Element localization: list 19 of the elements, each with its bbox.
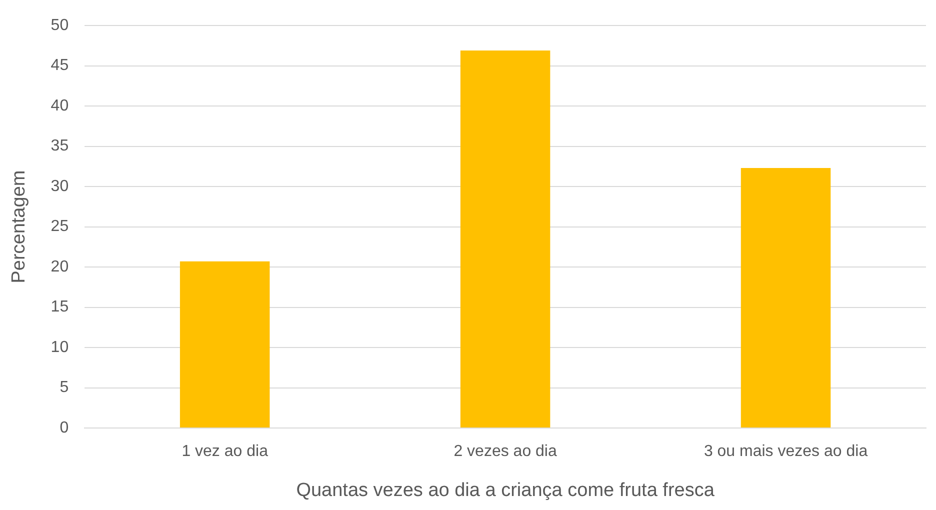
bar: [460, 50, 550, 428]
y-tick-label: 15: [50, 298, 69, 316]
bar: [180, 261, 270, 428]
y-tick-label: 5: [60, 379, 69, 396]
y-tick-label: 35: [50, 138, 69, 155]
y-axis-title: Percentagem: [8, 170, 30, 284]
y-tick-label: 20: [50, 258, 69, 276]
x-axis-title: Quantas vezes ao dia a criança come fruta fresca: [296, 480, 715, 501]
y-tick-label: 10: [50, 338, 69, 356]
x-tick-label: 1 vez ao dia: [182, 443, 268, 460]
y-tick-label: 40: [50, 97, 69, 114]
bar: [740, 168, 831, 428]
y-tick-label: 30: [50, 178, 69, 195]
x-tick-label: 2 vezes ao dia: [454, 443, 557, 460]
y-tick-label: 25: [50, 218, 69, 236]
y-tick-label: 45: [50, 57, 69, 74]
y-tick-label: 0: [60, 419, 69, 436]
x-tick-label: 3 ou mais vezes ao dia: [704, 443, 868, 460]
y-tick-label: 50: [50, 17, 69, 34]
